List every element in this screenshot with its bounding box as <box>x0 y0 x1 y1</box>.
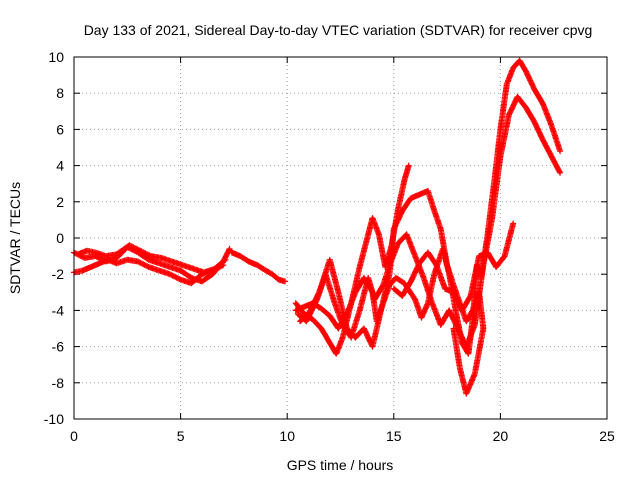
series-morning-c <box>75 242 229 276</box>
series-markers <box>294 93 564 350</box>
y-tick-label: 8 <box>56 85 64 101</box>
series-markers <box>228 249 289 285</box>
chart-title: Day 133 of 2021, Sidereal Day-to-day VTE… <box>84 22 593 38</box>
y-tick-label: 4 <box>56 158 64 174</box>
x-tick-label: 10 <box>279 428 295 444</box>
x-tick-label: 0 <box>70 428 78 444</box>
series-markers <box>297 187 487 397</box>
series-afternoon-d <box>297 187 487 397</box>
data-series <box>71 57 564 397</box>
y-tick-label: -2 <box>52 266 65 282</box>
x-axis-label: GPS time / hours <box>287 457 394 473</box>
y-tick-label: 2 <box>56 194 64 210</box>
series-late-morning <box>228 249 289 285</box>
y-axis-label: SDTVAR / TECUs <box>7 182 23 294</box>
x-tick-label: 25 <box>599 428 615 444</box>
y-tick-label: 6 <box>56 121 64 137</box>
x-tick-label: 15 <box>386 428 402 444</box>
plot-frame <box>73 56 608 420</box>
series-markers <box>75 242 229 276</box>
x-tick-label: 5 <box>177 428 185 444</box>
x-tick-label: 20 <box>493 428 509 444</box>
axis-ticks: 0 5 10 15 20 25 -10 -8 -6 -4 -2 0 2 4 6 8 10 <box>44 49 615 444</box>
series-afternoon-c <box>294 93 564 350</box>
y-tick-label: -6 <box>52 339 65 355</box>
y-tick-label: -8 <box>52 375 65 391</box>
y-tick-label: -10 <box>44 411 64 427</box>
series-markers <box>390 220 517 314</box>
series-afternoon-e <box>390 220 517 314</box>
y-tick-label: 10 <box>48 49 64 65</box>
y-tick-label: -4 <box>52 302 65 318</box>
y-tick-label: 0 <box>56 230 64 246</box>
